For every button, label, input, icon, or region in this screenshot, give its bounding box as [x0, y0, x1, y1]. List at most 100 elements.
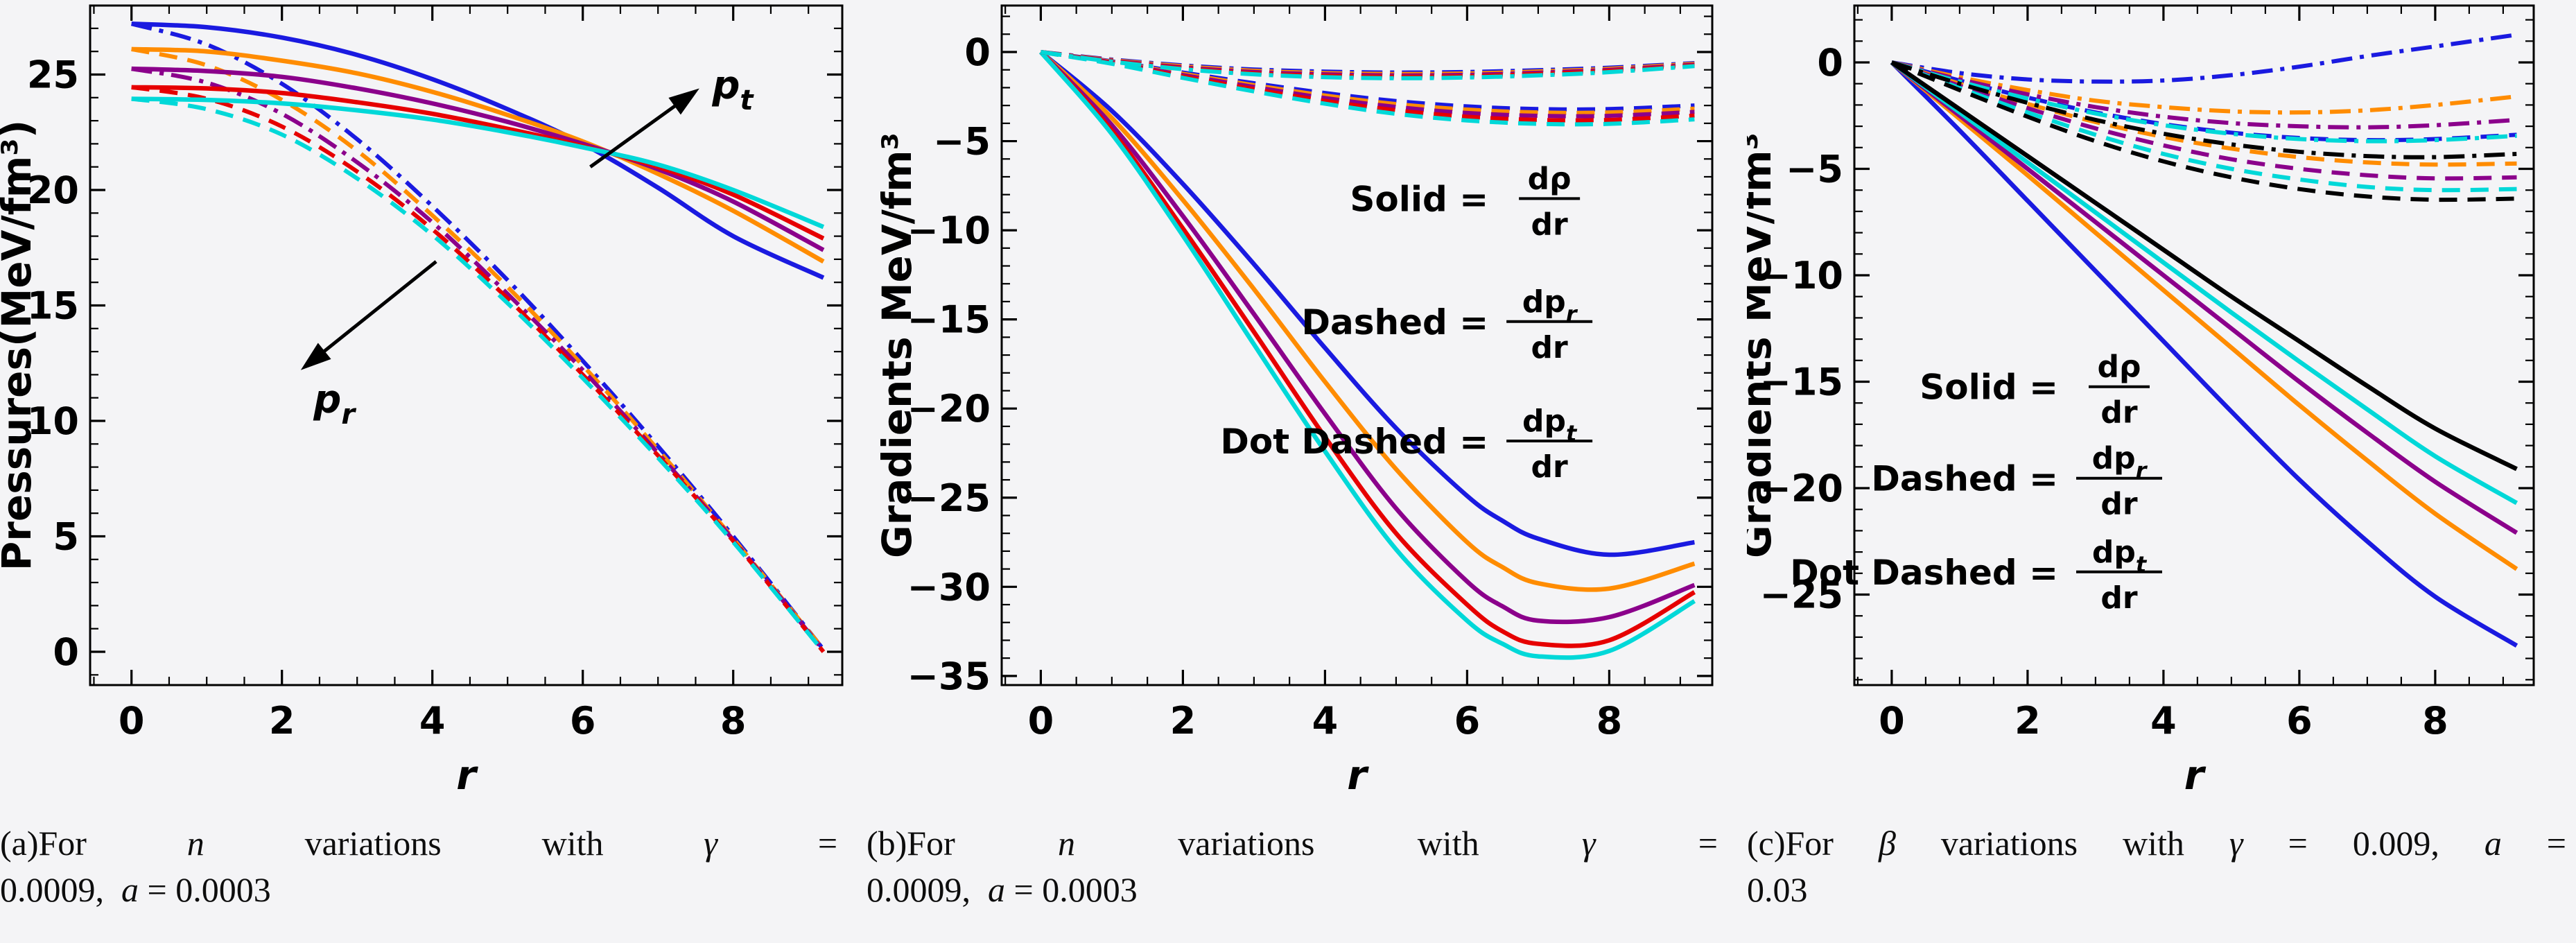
svg-text:20: 20 — [27, 168, 79, 212]
x-axis-label-a: r — [456, 752, 478, 799]
series-c-dpr-cyan — [1890, 60, 2517, 193]
svg-text:5: 5 — [53, 515, 79, 559]
svg-text:−5: −5 — [1786, 148, 1843, 191]
series-a-pr-red — [131, 85, 826, 653]
caption-a-line1: (a)For n variations with γ = — [0, 824, 838, 863]
svg-text:15: 15 — [27, 284, 79, 328]
caption-c-line1: (c)For β variations with γ = 0.009, a = — [1747, 824, 2567, 863]
annotation-label-p-t: pt — [711, 63, 754, 116]
y-axis-label-c: Gradients MeV/fm³ — [1747, 132, 1780, 558]
svg-text:8: 8 — [2422, 699, 2448, 743]
series-b-drho-orange — [1039, 50, 1696, 592]
svg-text:6: 6 — [2286, 699, 2313, 743]
legend-label-b: Dot Dashed = — [1220, 422, 1488, 462]
series-a-pt-orange — [131, 46, 825, 264]
series-b-dpr-purple — [1040, 50, 1695, 119]
legend-label-c: Dot Dashed = — [1790, 553, 2058, 593]
series-a-pt-cyan — [131, 96, 825, 230]
series-c-dpt-orange — [1891, 60, 2517, 115]
svg-text:8: 8 — [1596, 699, 1623, 743]
svg-text:−25: −25 — [1760, 573, 1843, 617]
legend-label-b: Dashed = — [1302, 302, 1489, 343]
svg-text:−5: −5 — [933, 120, 991, 164]
svg-text:dr: dr — [2100, 580, 2137, 616]
svg-text:dρ: dρ — [1528, 161, 1572, 196]
plot-b: 0 2 4 6 8 0 −5 −10 −15 −20 −25 −30 −35 Gradients MeV/… — [873, 4, 1714, 799]
svg-text:dr: dr — [1531, 207, 1568, 242]
series-c-drho-purple — [1890, 60, 2518, 535]
series-a-pt-blue — [131, 21, 825, 280]
caption-c-line2: 0.03 — [1747, 870, 1808, 909]
svg-text:−30: −30 — [907, 565, 991, 609]
svg-text:dr: dr — [1531, 449, 1568, 485]
svg-text:4: 4 — [1312, 699, 1339, 743]
svg-text:0: 0 — [964, 31, 991, 74]
series-c — [1890, 33, 2518, 648]
series-c-dpt-cyan — [1891, 60, 2517, 144]
series-b-dpt-cyan — [1040, 50, 1695, 80]
series-a — [130, 21, 826, 653]
series-a-pt-red — [131, 85, 825, 241]
caption-b-line2: 0.0009, a = 0.0003 — [867, 870, 1138, 909]
series-b-drho-purple — [1039, 50, 1696, 625]
svg-text:2: 2 — [2014, 699, 2041, 743]
panel-a: 0 2 4 6 8 0 5 10 15 20 25 Pressures(MeV/fm³) r pt pr (… — [0, 0, 867, 943]
legend-label-b: Solid = — [1350, 179, 1488, 219]
series-c-drho-blue — [1890, 60, 2518, 648]
svg-text:−20: −20 — [907, 387, 991, 431]
legend-label-c: Dashed = — [1871, 459, 2058, 499]
svg-text:2: 2 — [269, 699, 295, 743]
caption-c: (c)For β variations with γ = 0.009, a = 0… — [1747, 820, 2576, 913]
series-b-drho-red — [1038, 50, 1696, 648]
svg-text:−25: −25 — [907, 476, 991, 520]
svg-text:dρ: dρ — [2098, 349, 2141, 385]
svg-text:−15: −15 — [907, 298, 991, 342]
svg-text:2: 2 — [1170, 699, 1196, 743]
panel-c: 0 2 4 6 8 0 −5 −10 −15 −20 −25 Gradients MeV/fm³ r So… — [1747, 0, 2576, 943]
series-c-dpr-black — [1890, 60, 2517, 202]
svg-text:−20: −20 — [1760, 467, 1843, 510]
svg-text:25: 25 — [27, 53, 79, 97]
annotation-label-p-r: pr — [313, 377, 356, 431]
series-b-drho-blue — [1039, 50, 1695, 557]
svg-text:dr: dr — [2100, 487, 2137, 522]
panel-b: 0 2 4 6 8 0 −5 −10 −15 −20 −25 −30 −35 Gradients MeV/… — [867, 0, 1747, 943]
svg-text:4: 4 — [2150, 699, 2177, 743]
series-a-pr-cyan — [131, 96, 826, 653]
series-c-drho-black — [1890, 60, 2518, 472]
caption-a: (a)For n variations with γ = 0.0009, a = … — [0, 820, 867, 913]
caption-a-line2: 0.0009, a = 0.0003 — [0, 870, 271, 909]
svg-text:6: 6 — [570, 699, 596, 743]
svg-text:4: 4 — [419, 699, 446, 743]
plot-c: 0 2 4 6 8 0 −5 −10 −15 −20 −25 Gradients MeV/fm³ r So… — [1747, 4, 2535, 799]
y-axis-label-b: Gradients MeV/fm³ — [873, 132, 921, 558]
series-a-pr-blue — [130, 21, 826, 651]
series-c-drho-cyan — [1890, 60, 2518, 505]
plot-a: 0 2 4 6 8 0 5 10 15 20 25 Pressures(MeV/fm³) r pt pr — [0, 4, 844, 799]
x-axis-label-b: r — [1347, 752, 1369, 799]
svg-text:dr: dr — [2100, 395, 2137, 431]
series-b-dpr-red — [1040, 50, 1695, 123]
annotations-a: pt pr — [300, 63, 754, 431]
svg-text:−10: −10 — [1760, 254, 1843, 297]
svg-text:0: 0 — [119, 699, 145, 743]
legend-label-c: Solid = — [1920, 367, 2058, 408]
series-c-dpt-purple — [1891, 60, 2517, 130]
svg-text:0: 0 — [1028, 699, 1054, 743]
svg-text:−15: −15 — [1760, 361, 1843, 404]
svg-text:6: 6 — [1454, 699, 1481, 743]
series-b — [1038, 50, 1696, 660]
series-c-drho-orange — [1890, 60, 2518, 571]
axes-a: 0 2 4 6 8 0 5 10 15 20 25 Pressures(MeV/fm³) r — [0, 4, 844, 799]
series-a-pr-purple — [131, 67, 826, 652]
svg-text:−10: −10 — [907, 209, 991, 252]
svg-text:8: 8 — [720, 699, 747, 743]
svg-text:0: 0 — [1817, 41, 1843, 85]
svg-text:0: 0 — [1879, 699, 1905, 743]
series-b-dpr-cyan — [1040, 50, 1695, 127]
caption-b-line1: (b)For n variations with γ = — [867, 824, 1718, 863]
series-b-dpr-orange — [1040, 50, 1695, 115]
